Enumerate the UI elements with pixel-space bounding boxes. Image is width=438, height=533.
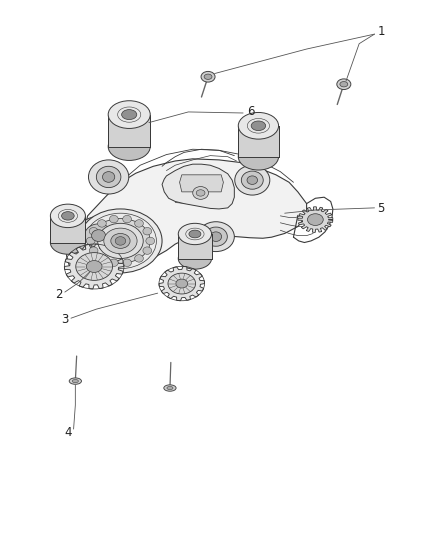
Text: 4: 4 [64,426,72,439]
Ellipse shape [178,223,212,245]
Ellipse shape [307,214,323,225]
Ellipse shape [77,216,120,255]
Ellipse shape [134,255,143,262]
Ellipse shape [189,230,201,238]
Polygon shape [159,266,205,301]
Ellipse shape [50,231,85,254]
Text: 3: 3 [61,313,68,326]
Polygon shape [64,244,124,289]
Text: 5: 5 [378,203,385,215]
Ellipse shape [241,171,263,189]
Ellipse shape [69,378,81,384]
Ellipse shape [79,209,162,273]
Ellipse shape [204,74,212,79]
Ellipse shape [88,160,129,194]
Ellipse shape [86,237,95,245]
Ellipse shape [143,228,152,235]
Ellipse shape [108,101,150,128]
Polygon shape [108,115,150,147]
Ellipse shape [76,253,113,280]
Ellipse shape [143,247,152,254]
Ellipse shape [111,233,130,248]
Polygon shape [238,126,279,157]
Ellipse shape [210,232,222,241]
Ellipse shape [201,71,215,82]
Ellipse shape [98,255,106,262]
Ellipse shape [164,385,176,391]
Ellipse shape [235,165,270,195]
Polygon shape [50,216,85,243]
Ellipse shape [92,230,106,241]
Ellipse shape [205,227,227,246]
Text: 1: 1 [377,26,385,38]
Ellipse shape [123,259,131,266]
Ellipse shape [196,190,205,196]
Ellipse shape [110,215,118,223]
Ellipse shape [115,237,126,245]
Ellipse shape [102,172,115,182]
Ellipse shape [108,133,150,160]
Ellipse shape [89,247,98,254]
Ellipse shape [85,224,113,247]
Ellipse shape [238,112,279,139]
Ellipse shape [198,222,234,252]
Polygon shape [180,175,223,192]
Polygon shape [298,207,333,232]
Ellipse shape [238,143,279,170]
Ellipse shape [178,248,212,269]
Polygon shape [83,159,307,275]
Ellipse shape [146,237,155,245]
Ellipse shape [340,82,348,87]
Text: 6: 6 [247,106,254,118]
Ellipse shape [193,187,208,199]
Polygon shape [178,234,212,259]
Ellipse shape [89,228,98,235]
Ellipse shape [86,261,102,272]
Ellipse shape [96,166,121,188]
Ellipse shape [247,176,258,184]
Ellipse shape [72,379,78,383]
Ellipse shape [62,212,74,220]
Ellipse shape [50,204,85,228]
Ellipse shape [91,219,150,263]
Ellipse shape [176,279,187,288]
Polygon shape [162,164,234,209]
Ellipse shape [98,223,143,259]
Ellipse shape [122,110,137,119]
Ellipse shape [337,79,351,90]
Ellipse shape [123,215,131,223]
Text: 2: 2 [55,288,63,301]
Ellipse shape [98,220,106,227]
Ellipse shape [104,228,137,254]
Ellipse shape [134,220,143,227]
Ellipse shape [167,386,173,390]
Ellipse shape [251,121,266,131]
Ellipse shape [168,273,195,294]
Ellipse shape [110,259,118,266]
